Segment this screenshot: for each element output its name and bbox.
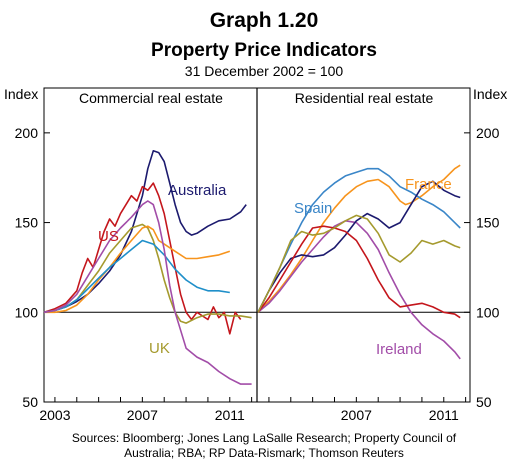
source-line-1: Sources: Bloomberg; Jones Lang LaSalle R…	[72, 431, 457, 445]
y-tick-label-left: 100	[15, 304, 39, 320]
series-line-ireland	[257, 220, 461, 360]
series-line-australia	[43, 150, 247, 314]
y-tick-label-right: 50	[476, 394, 492, 410]
x-tick-label: 2011	[429, 407, 459, 423]
label-uk: UK	[149, 340, 170, 357]
label-australia: Australia	[168, 182, 227, 199]
x-tick-label: 2003	[39, 407, 70, 423]
label-ireland: Ireland	[376, 341, 422, 358]
series-line-uk	[43, 223, 252, 324]
x-tick-label: 2007	[127, 407, 158, 423]
series-line-unlabelled-purple	[43, 200, 252, 385]
series-line-us	[257, 225, 461, 319]
panel-title-commercial: Commercial real estate	[79, 90, 223, 106]
y-tick-label-left: 150	[15, 215, 39, 231]
y-axis-label-right: Index	[473, 86, 507, 102]
y-axis-label-left: Index	[4, 86, 38, 102]
panel-title-residential: Residential real estate	[295, 90, 434, 106]
chart-subtitle: Property Price Indicators	[151, 40, 377, 61]
y-tick-label-left: 50	[22, 394, 38, 410]
source-line-2: Australia; RBA; RP Data-Rismark; Thomson…	[124, 446, 404, 460]
y-tick-label-right: 100	[476, 304, 500, 320]
y-tick-label-right: 200	[476, 125, 500, 141]
label-us: US	[98, 228, 119, 245]
chart-title: Graph 1.20	[210, 9, 319, 32]
label-spain: Spain	[294, 200, 332, 217]
series-line-france	[257, 164, 461, 313]
label-france: France	[405, 176, 452, 193]
series-line-unlabelled-blue	[43, 239, 230, 314]
x-tick-label: 2011	[215, 407, 245, 423]
series-line-us	[43, 182, 242, 335]
y-tick-label-left: 200	[15, 125, 39, 141]
y-tick-label-right: 150	[476, 215, 500, 231]
x-tick-label: 2007	[341, 407, 372, 423]
series-line-unlabelled-orange	[44, 225, 231, 314]
plot-area: 50 50 100 100 150 150 200 200 2003 2007 2011 2007 20…	[15, 87, 500, 423]
series-line-uk	[257, 214, 461, 313]
series-line-spain	[257, 167, 461, 313]
chart-base-note: 31 December 2002 = 100	[185, 63, 344, 79]
